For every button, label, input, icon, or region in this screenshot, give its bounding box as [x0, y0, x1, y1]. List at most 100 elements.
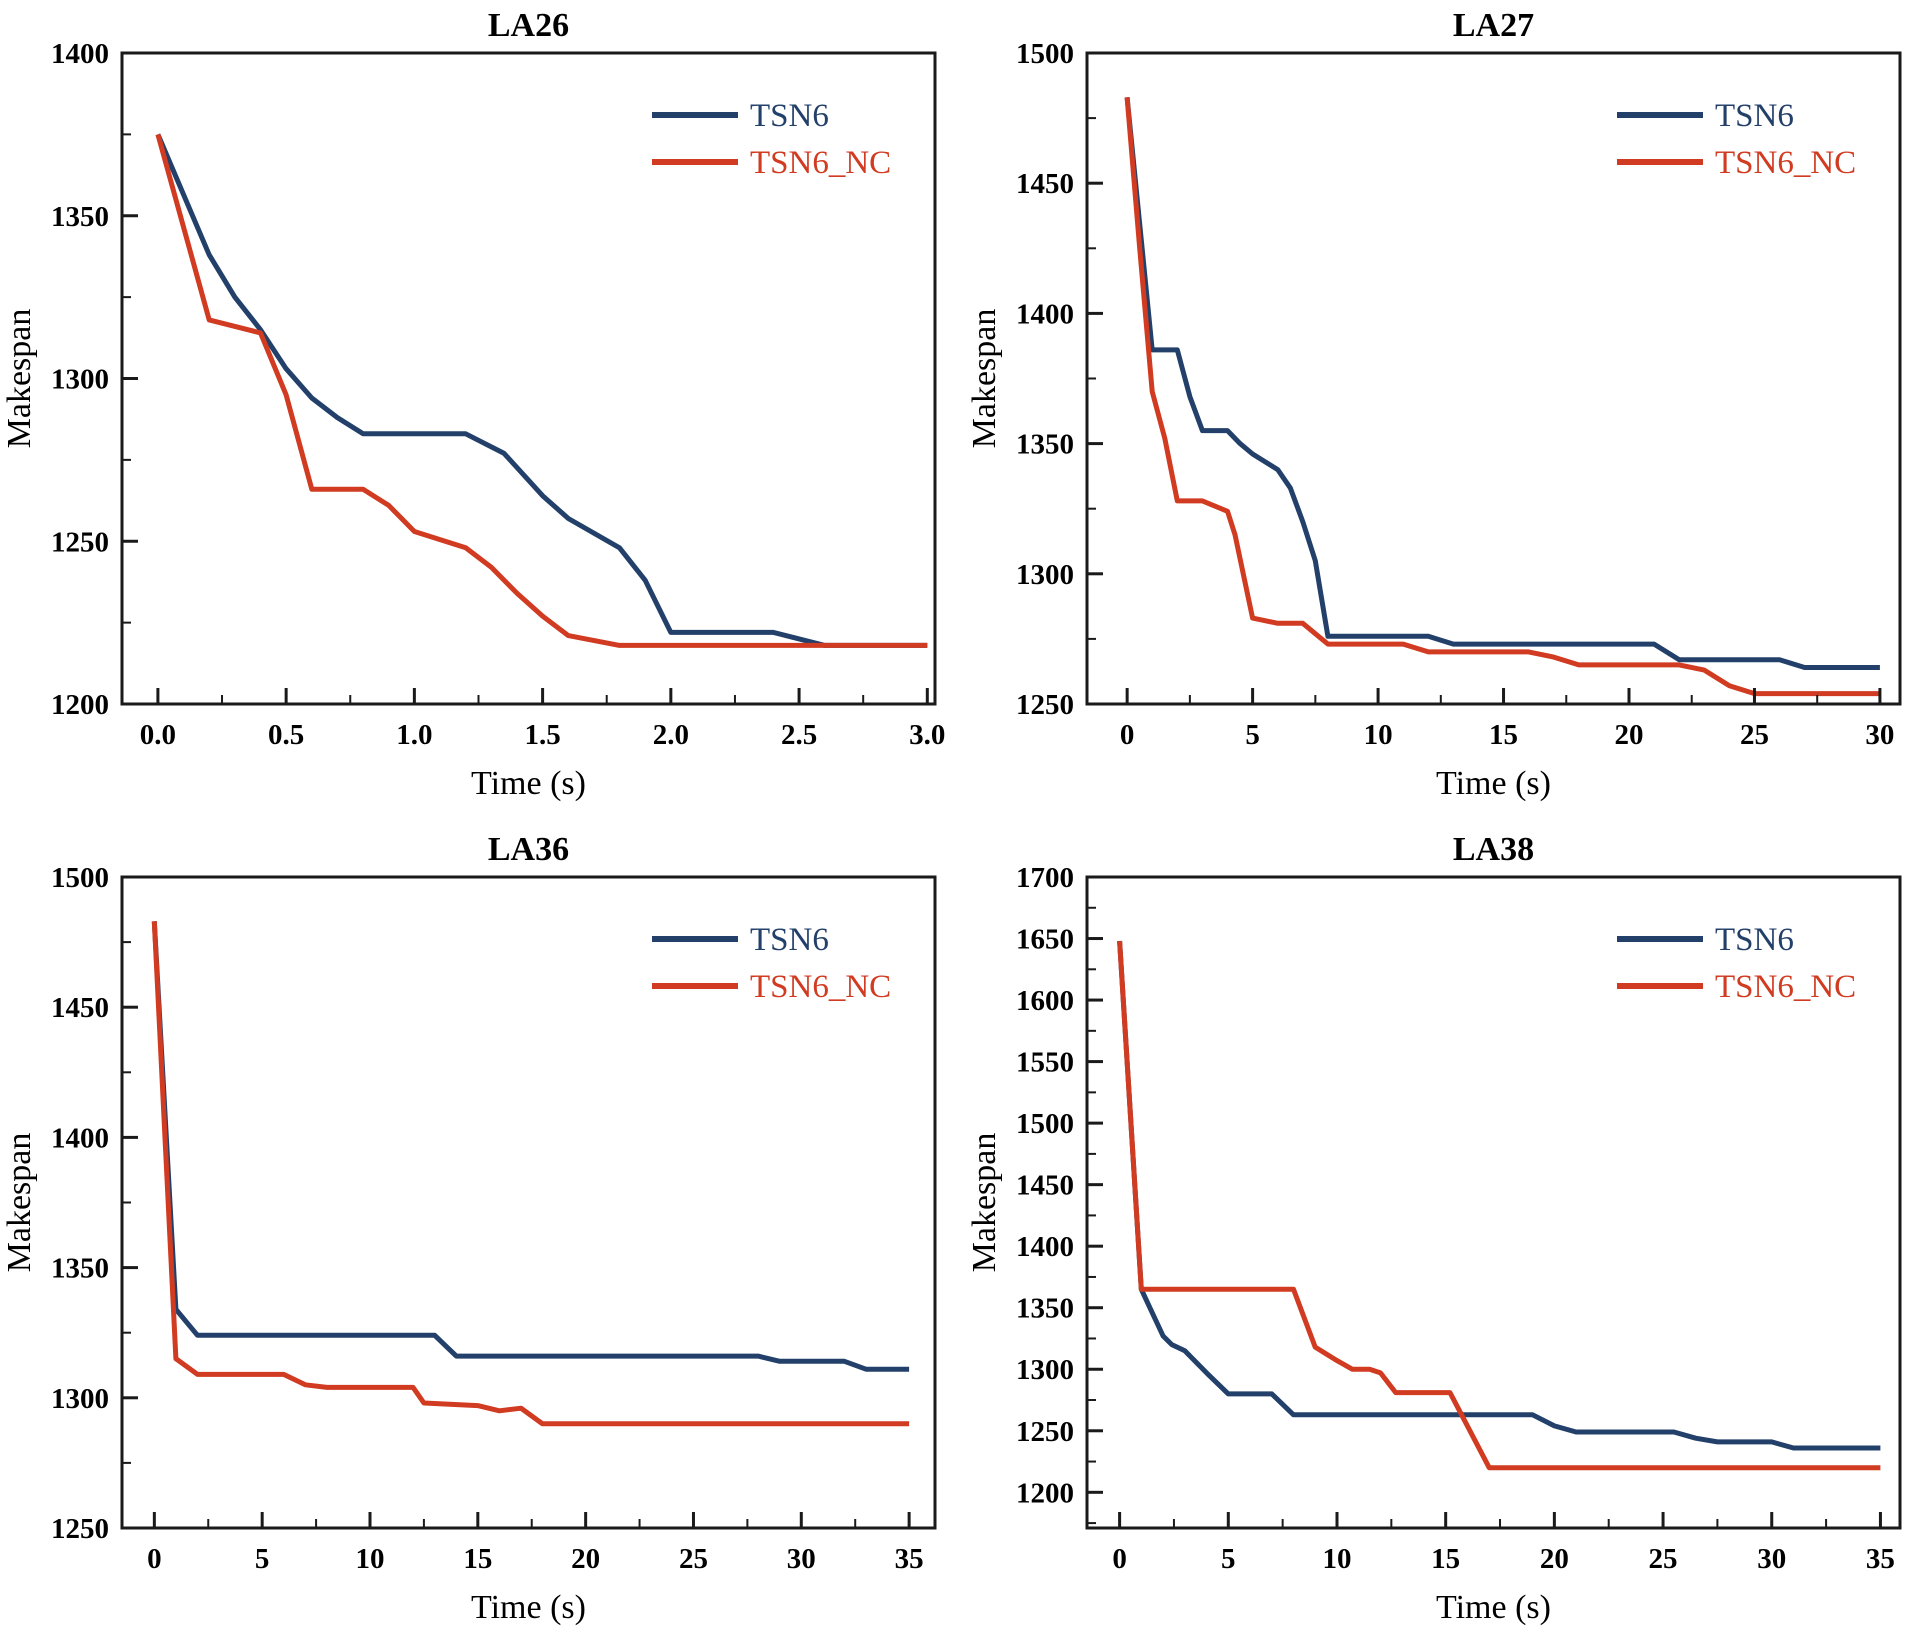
series-line-tsn6-nc: [1124, 97, 1880, 697]
legend: TSN6 TSN6_NC: [652, 98, 891, 181]
series-line-tsn6-nc: [1117, 940, 1881, 1471]
x-tick-label: 0: [1120, 719, 1135, 751]
chart-title: LA36: [488, 831, 569, 868]
plot-border: [1085, 875, 1902, 1530]
chart-la27: 0 5 10 15 20 25 30 1250 1300 1350 1400 1450 1500 LA27…: [965, 0, 1930, 824]
y-axis-title: Makespan: [966, 1133, 1003, 1273]
series-line-tsn6: [1117, 940, 1881, 1451]
series-line-tsn6-nc: [155, 133, 928, 648]
x-tick-label: 2.0: [653, 719, 689, 751]
y-tick-label: 1250: [51, 526, 109, 558]
x-tick-label: 3.0: [909, 719, 945, 751]
x-tick-label: 5: [1245, 719, 1260, 751]
x-tick-label: 30: [787, 1543, 816, 1575]
y-tick-label: 1600: [1016, 985, 1074, 1017]
chart-title: LA27: [1453, 7, 1534, 44]
x-tick-label: 20: [1615, 719, 1644, 751]
series-line-tsn6: [1124, 97, 1880, 670]
x-tick-label: 20: [1540, 1543, 1569, 1575]
chart-title: LA38: [1453, 831, 1534, 868]
legend: TSN6 TSN6_NC: [652, 922, 891, 1005]
x-axis-title: Time (s): [471, 1589, 586, 1626]
legend-label-tsn6-nc: TSN6_NC: [1715, 969, 1856, 1005]
x-axis-title: Time (s): [1436, 765, 1551, 802]
legend: TSN6 TSN6_NC: [1617, 98, 1856, 181]
panel-background: [965, 824, 1930, 1648]
y-tick-label: 1250: [1016, 1416, 1074, 1448]
y-tick-label: 1450: [1016, 168, 1074, 200]
y-tick-label: 1250: [1016, 689, 1074, 721]
series-line-tsn6-nc: [151, 921, 910, 1427]
y-axis-title: Makespan: [1, 309, 38, 449]
chart-la38: 0 5 10 15 20 25 30 35 1200 1250 1300 1350 1400 1450 15…: [965, 824, 1930, 1648]
y-tick-label: 1350: [51, 1253, 109, 1285]
y-tick-label: 1200: [1016, 1477, 1074, 1509]
y-tick-label: 1350: [1016, 1293, 1074, 1325]
x-tick-label: 10: [1364, 719, 1393, 751]
x-tick-label: 25: [679, 1543, 708, 1575]
x-tick-label: 25: [1649, 1543, 1678, 1575]
y-tick-label: 1500: [1016, 38, 1074, 70]
y-tick-label: 1400: [51, 1122, 109, 1154]
y-tick-label: 1450: [51, 992, 109, 1024]
y-tick-label: 1300: [51, 1383, 109, 1415]
x-tick-label: 15: [463, 1543, 492, 1575]
x-tick-label: 20: [571, 1543, 600, 1575]
legend-label-tsn6: TSN6: [1715, 98, 1794, 134]
x-tick-label: 10: [1322, 1543, 1351, 1575]
x-tick-label: 0: [147, 1543, 162, 1575]
y-tick-label: 1650: [1016, 924, 1074, 956]
y-axis-title: Makespan: [1, 1133, 38, 1273]
y-tick-label: 1250: [51, 1513, 109, 1545]
panel-background: [0, 824, 965, 1648]
x-axis-title: Time (s): [471, 765, 586, 802]
chart-la26: 0.0 0.5 1.0 1.5 2.0 2.5 3.0 1200 1250 1300 1350 140…: [0, 0, 965, 824]
x-tick-label: 30: [1757, 1543, 1786, 1575]
chart-panel-la27: 0 5 10 15 20 25 30 1250 1300 1350 1400 1450 1500 LA27…: [965, 0, 1930, 824]
legend-label-tsn6-nc: TSN6_NC: [750, 145, 891, 181]
legend-label-tsn6-nc: TSN6_NC: [750, 969, 891, 1005]
x-tick-label: 5: [255, 1543, 270, 1575]
y-tick-label: 1350: [1016, 429, 1074, 461]
y-tick-label: 1300: [1016, 1354, 1074, 1386]
legend-label-tsn6: TSN6: [1715, 922, 1794, 958]
y-axis-title: Makespan: [966, 309, 1003, 449]
legend-label-tsn6-nc: TSN6_NC: [1715, 145, 1856, 181]
x-tick-label: 2.5: [781, 719, 817, 751]
x-tick-label: 5: [1221, 1543, 1236, 1575]
x-tick-label: 30: [1865, 719, 1894, 751]
x-tick-label: 25: [1740, 719, 1769, 751]
y-tick-label: 1400: [1016, 298, 1074, 330]
y-tick-label: 1550: [1016, 1047, 1074, 1079]
chart-panel-la26: 0.0 0.5 1.0 1.5 2.0 2.5 3.0 1200 1250 1300 1350 140…: [0, 0, 965, 824]
chart-la36: 0 5 10 15 20 25 30 35 1250 1300 1350 1400 1450 1500 LA…: [0, 824, 965, 1648]
y-tick-label: 1400: [51, 38, 109, 70]
y-tick-label: 1200: [51, 689, 109, 721]
y-tick-label: 1300: [1016, 559, 1074, 591]
chart-panel-la38: 0 5 10 15 20 25 30 35 1200 1250 1300 1350 1400 1450 15…: [965, 824, 1930, 1648]
y-tick-label: 1400: [1016, 1231, 1074, 1263]
y-tick-label: 1300: [51, 364, 109, 396]
x-tick-label: 0.0: [140, 719, 176, 751]
panel-background: [965, 0, 1930, 824]
y-tick-label: 1350: [51, 201, 109, 233]
x-tick-label: 15: [1489, 719, 1518, 751]
y-tick-label: 1500: [51, 862, 109, 894]
chart-panel-la36: 0 5 10 15 20 25 30 35 1250 1300 1350 1400 1450 1500 LA…: [0, 824, 965, 1648]
y-tick-label: 1500: [1016, 1108, 1074, 1140]
legend-label-tsn6: TSN6: [750, 98, 829, 134]
x-tick-label: 1.0: [396, 719, 432, 751]
series-line-tsn6: [151, 921, 910, 1372]
x-axis-title: Time (s): [1436, 1589, 1551, 1626]
x-tick-label: 15: [1431, 1543, 1460, 1575]
x-tick-label: 35: [895, 1543, 924, 1575]
x-tick-label: 0: [1112, 1543, 1127, 1575]
y-tick-label: 1700: [1016, 862, 1074, 894]
chart-title: LA26: [488, 7, 569, 44]
y-tick-label: 1450: [1016, 1170, 1074, 1202]
series-line-tsn6: [155, 133, 928, 648]
legend: TSN6 TSN6_NC: [1617, 922, 1856, 1005]
x-tick-label: 0.5: [268, 719, 304, 751]
legend-label-tsn6: TSN6: [750, 922, 829, 958]
